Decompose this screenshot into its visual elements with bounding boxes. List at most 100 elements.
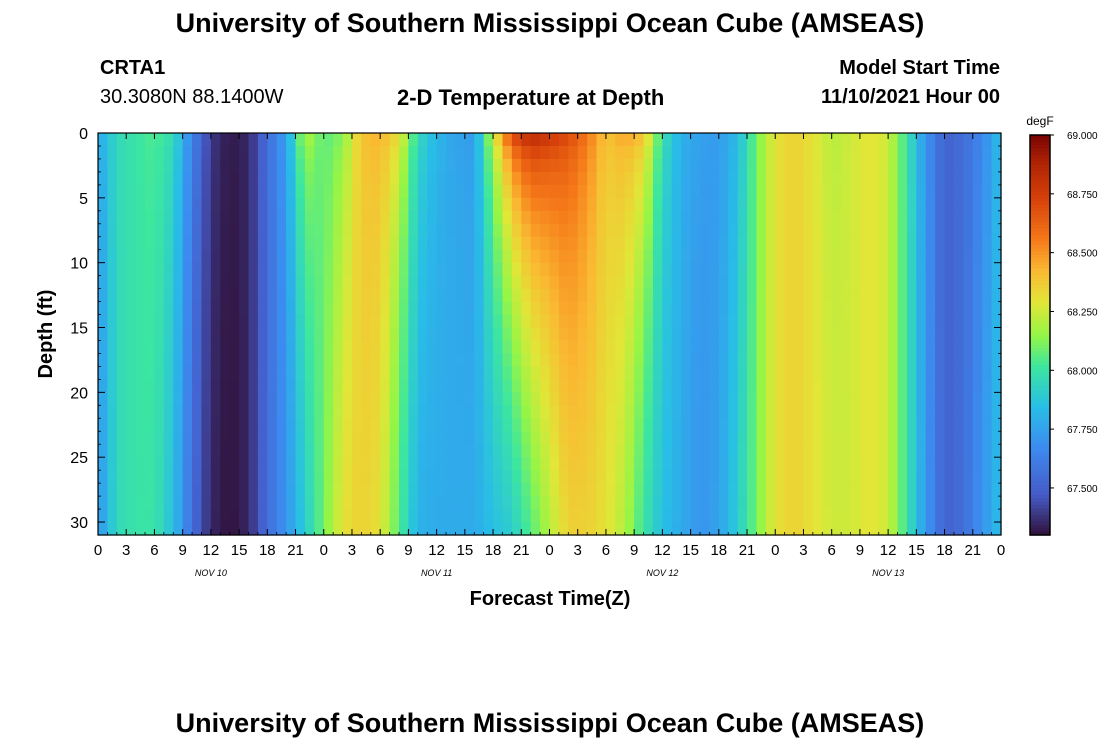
heatmap-cell [906,158,917,173]
heatmap-cell [380,210,391,225]
heatmap-cell [775,210,786,225]
heatmap-cell [662,470,673,484]
heatmap-cell [192,133,203,147]
heatmap-cell [502,392,513,406]
heatmap-cell [775,379,786,393]
heatmap-cell [267,171,278,186]
heatmap-cell [173,327,184,342]
heatmap-cell [295,275,306,290]
heatmap-cell [925,275,936,290]
heatmap-cell [784,418,795,432]
heatmap-cell [229,366,240,380]
heatmap-cell [351,262,362,277]
heatmap-cell [605,236,616,251]
heatmap-cell [511,509,522,523]
heatmap-cell [888,522,899,536]
heatmap-cell [182,353,193,368]
heatmap-cell [822,483,833,497]
heatmap-cell [98,392,109,406]
heatmap-cell [718,509,729,523]
heatmap-cell [427,392,438,406]
heatmap-cell [972,353,983,368]
heatmap-cell [427,288,438,303]
heatmap-cell [549,236,560,251]
heatmap-cell [107,275,118,290]
colorbar-band [1030,261,1050,266]
heatmap-cell [521,457,532,471]
heatmap-cell [728,262,739,277]
heatmap-cell [652,223,663,238]
heatmap-cell [953,444,964,458]
heatmap-cell [775,444,786,458]
heatmap-cell [295,418,306,432]
heatmap-cell [831,171,842,186]
heatmap-cell [869,392,880,406]
heatmap-cell [98,275,109,290]
heatmap-cell [897,431,908,445]
heatmap-cell [935,184,946,199]
heatmap-cell [436,171,447,186]
heatmap-cell [794,483,805,497]
heatmap-cell [370,457,381,471]
heatmap-cell [925,418,936,432]
heatmap-cell [126,275,137,290]
heatmap-cell [728,405,739,419]
heatmap-cell [831,353,842,368]
heatmap-cell [163,301,174,316]
heatmap-cell [643,236,654,251]
heatmap-cell [126,223,137,238]
heatmap-cell [408,158,419,173]
heatmap-cell [295,470,306,484]
heatmap-cell [511,275,522,290]
heatmap-cell [690,288,701,303]
heatmap-cell [784,171,795,186]
heatmap-cell [878,262,889,277]
heatmap-cell [681,184,692,199]
heatmap-cell [342,262,353,277]
heatmap-cell [577,366,588,380]
heatmap-cell [991,210,1002,225]
heatmap-cell [681,314,692,329]
heatmap-cell [267,301,278,316]
station-coords: 30.3080N 88.1400W [100,86,284,108]
heatmap-cell [380,522,391,536]
heatmap-cell [765,197,776,212]
heatmap-cell [521,340,532,355]
heatmap-cell [831,470,842,484]
heatmap-cell [521,145,532,160]
heatmap-cell [850,392,861,406]
heatmap-cell [408,444,419,458]
heatmap-cell [333,470,344,484]
heatmap-cell [859,327,870,342]
heatmap-cell [775,197,786,212]
heatmap-cell [502,236,513,251]
heatmap-cell [765,522,776,536]
heatmap-cell [276,509,287,523]
heatmap-cell [737,210,748,225]
heatmap-cell [107,483,118,497]
heatmap-cell [511,431,522,445]
heatmap-cell [530,158,541,173]
heatmap-cell [314,288,325,303]
heatmap-cell [822,366,833,380]
heatmap-cell [417,249,428,264]
heatmap-cell [304,133,315,147]
heatmap-cell [295,431,306,445]
heatmap-cell [98,223,109,238]
heatmap-cell [671,496,682,510]
heatmap-cell [483,379,494,393]
heatmap-cell [474,158,485,173]
x-tick-label: 21 [739,542,756,559]
heatmap-cell [765,483,776,497]
heatmap-cell [803,522,814,536]
heatmap-cell [286,197,297,212]
heatmap-cell [361,133,372,147]
heatmap-cell [107,301,118,316]
heatmap-cell [464,522,475,536]
heatmap-cell [775,275,786,290]
heatmap-cell [530,496,541,510]
heatmap-cell [652,457,663,471]
heatmap-cell [417,483,428,497]
heatmap-cell [163,366,174,380]
heatmap-cell [953,379,964,393]
